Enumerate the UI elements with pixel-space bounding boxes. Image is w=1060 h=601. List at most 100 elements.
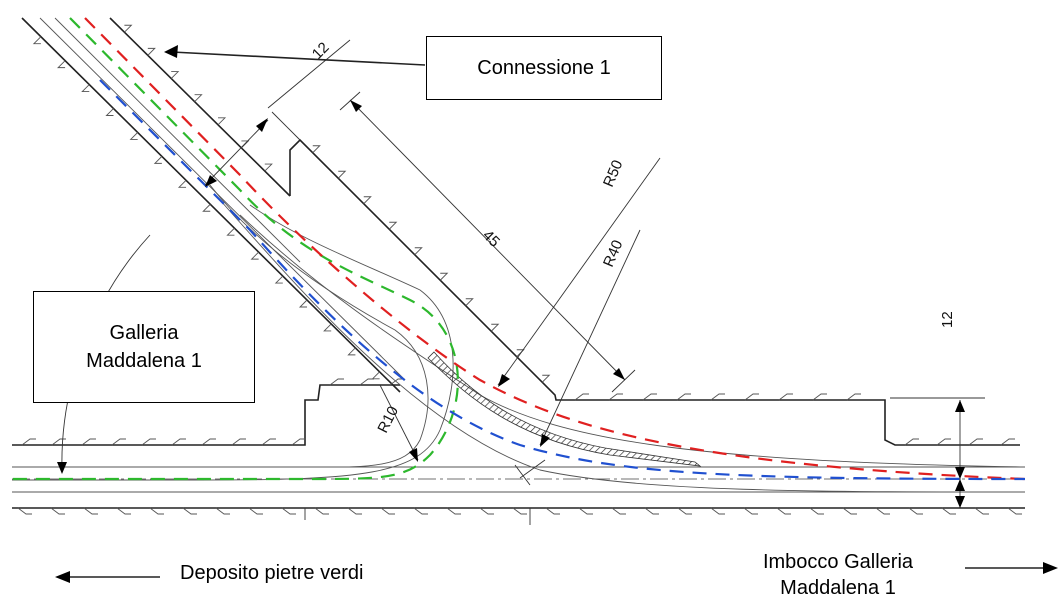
dim-label-12-right: 12 bbox=[939, 311, 956, 328]
wall-tick bbox=[363, 196, 372, 205]
wall-tick bbox=[194, 94, 203, 102]
wall-tick bbox=[936, 438, 951, 446]
dim-r40-line bbox=[539, 229, 641, 446]
right-arrowhead bbox=[1043, 562, 1058, 574]
wall-tick bbox=[710, 507, 725, 515]
wall-tick bbox=[677, 507, 692, 515]
wall-tick bbox=[281, 507, 296, 515]
wall-tick bbox=[611, 507, 626, 515]
dim-r10-line bbox=[379, 384, 419, 461]
wall-tick bbox=[314, 507, 329, 515]
dim-ext-line bbox=[271, 111, 301, 141]
dim-label-45: 45 bbox=[479, 227, 503, 251]
wall-tick bbox=[809, 507, 824, 515]
wall-tick bbox=[744, 393, 759, 401]
wall-tick bbox=[105, 108, 114, 116]
wall-tick bbox=[250, 251, 259, 260]
angle-marker bbox=[514, 459, 546, 486]
dim-45-tick bbox=[339, 91, 361, 111]
dim-arrow bbox=[540, 434, 550, 447]
lane-markings bbox=[12, 17, 1026, 481]
label-galleria-text: Galleria Maddalena 1 bbox=[86, 322, 202, 372]
label-connessione: Connessione 1 bbox=[426, 36, 662, 100]
wall-tick bbox=[743, 507, 758, 515]
diagonal-tunnel bbox=[21, 17, 406, 393]
wall-tick bbox=[413, 507, 428, 515]
bottom-wall bbox=[12, 507, 1025, 515]
wall-tick bbox=[642, 393, 657, 401]
wall-tick bbox=[21, 438, 36, 446]
diagonal-line-1 bbox=[39, 17, 406, 381]
bottom-wall-ticks bbox=[17, 507, 1022, 515]
wall-tick bbox=[17, 507, 32, 515]
wall-tick bbox=[512, 507, 527, 515]
wall-tick bbox=[676, 393, 691, 401]
wall-tick bbox=[264, 163, 273, 172]
wall-tick bbox=[329, 378, 344, 386]
wall-tick bbox=[904, 438, 919, 446]
left-arrowhead bbox=[55, 571, 70, 583]
wall-tick bbox=[908, 507, 923, 515]
wall-tick bbox=[129, 132, 138, 140]
dim-arrow bbox=[955, 479, 965, 491]
wall-tick bbox=[51, 438, 66, 446]
dim-label-r40: R40 bbox=[600, 238, 626, 270]
wall-tick bbox=[968, 438, 983, 446]
wall-tick bbox=[347, 507, 362, 515]
label-deposito: Deposito pietre verdi bbox=[180, 562, 364, 584]
dim-label-r50: R50 bbox=[600, 158, 626, 190]
wall-tick bbox=[414, 247, 423, 256]
dim-45-line bbox=[349, 99, 626, 381]
wall-tick bbox=[516, 349, 525, 358]
label-galleria: Galleria Maddalena 1 bbox=[33, 291, 255, 403]
dim-12-top-line bbox=[204, 119, 269, 186]
wall-tick bbox=[201, 438, 216, 446]
green-lane-line bbox=[12, 17, 459, 481]
wall-tick bbox=[465, 298, 474, 307]
hatched-island bbox=[427, 351, 702, 467]
wall-tick bbox=[490, 323, 500, 332]
wall-tick bbox=[153, 156, 163, 164]
wall-tick bbox=[347, 347, 356, 356]
wall-tick bbox=[116, 507, 131, 515]
wall-tick bbox=[274, 275, 284, 284]
dim-arrow bbox=[613, 368, 625, 380]
upper-wall-outline bbox=[289, 138, 1020, 446]
wall-tick bbox=[812, 393, 827, 401]
diagonal-wall-left bbox=[21, 17, 401, 393]
wall-tick bbox=[545, 507, 560, 515]
wall-tick bbox=[83, 507, 98, 515]
wall-tick bbox=[298, 299, 308, 308]
wall-tick bbox=[1000, 438, 1015, 446]
dim-arrow bbox=[955, 467, 965, 479]
dim-arrow bbox=[57, 462, 67, 474]
blue-lane-line bbox=[99, 79, 1026, 481]
dim-arrow bbox=[350, 100, 362, 112]
wall-tick bbox=[380, 507, 395, 515]
diagonal-line-2 bbox=[54, 17, 301, 263]
wall-tick bbox=[710, 393, 725, 401]
wall-tick bbox=[217, 117, 227, 126]
wall-tick bbox=[875, 507, 890, 515]
upper-wall-ticks bbox=[312, 145, 1015, 446]
left-wall-outline bbox=[12, 384, 400, 446]
dim-arrow bbox=[498, 374, 510, 387]
wall-tick bbox=[81, 438, 96, 446]
connessione-pointer bbox=[171, 51, 426, 66]
wall-tick bbox=[1007, 507, 1022, 515]
dim-r50-line bbox=[497, 157, 661, 386]
wall-tick bbox=[388, 221, 398, 230]
dimension-lines bbox=[57, 39, 985, 525]
wall-tick bbox=[202, 203, 211, 212]
wall-tick bbox=[776, 507, 791, 515]
wall-tick bbox=[479, 507, 494, 515]
wall-tick bbox=[312, 145, 321, 154]
wall-tick bbox=[177, 179, 187, 188]
dim-12-top-ext bbox=[267, 39, 351, 109]
wall-tick bbox=[50, 507, 65, 515]
connessione-arrowhead bbox=[164, 45, 178, 58]
wall-tick bbox=[578, 507, 593, 515]
wall-tick bbox=[337, 170, 347, 179]
dim-arrow bbox=[256, 118, 268, 132]
wall-tick bbox=[57, 60, 66, 69]
